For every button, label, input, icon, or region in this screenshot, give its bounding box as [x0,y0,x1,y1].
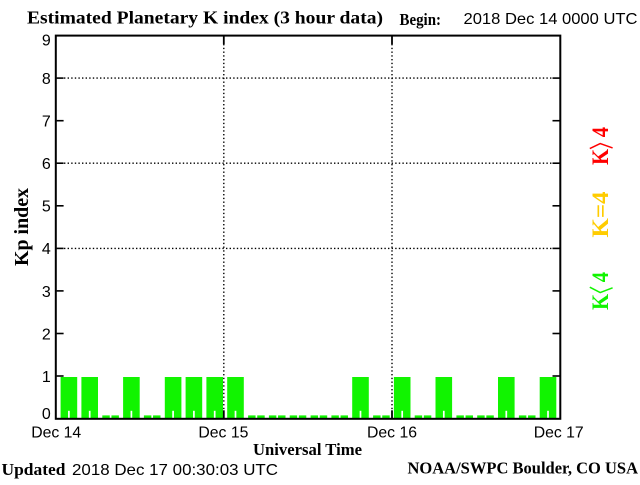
svg-text:K<4: K<4 [588,272,613,310]
svg-text:Dec 17: Dec 17 [534,425,584,442]
svg-text:8: 8 [42,71,51,88]
svg-text:5: 5 [42,199,51,216]
svg-text:Universal Time: Universal Time [253,440,362,459]
svg-text:Begin:: Begin: [400,10,442,29]
svg-text:Dec 15: Dec 15 [198,425,248,442]
svg-text:K=4: K=4 [588,191,613,238]
svg-text:2: 2 [42,326,51,343]
svg-text:9: 9 [42,32,51,49]
svg-text:K>4: K>4 [588,127,613,165]
svg-text:Dec 14: Dec 14 [31,425,81,442]
svg-text:1: 1 [42,369,51,386]
svg-text:3: 3 [42,284,51,301]
svg-text:NOAA/SWPC Boulder, CO USA: NOAA/SWPC Boulder, CO USA [408,458,639,477]
svg-text:Kp index: Kp index [11,188,33,266]
svg-text:Dec 16: Dec 16 [367,425,417,442]
svg-text:0: 0 [42,406,51,423]
svg-text:6: 6 [42,156,51,173]
svg-text:4: 4 [42,241,51,258]
svg-text:Estimated Planetary K index (3: Estimated Planetary K index (3 hour data… [27,8,383,29]
svg-text:2018 Dec 17 00:30:03 UTC: 2018 Dec 17 00:30:03 UTC [72,462,278,479]
svg-text:Updated: Updated [2,460,67,479]
svg-text:2018 Dec 14 0000 UTC: 2018 Dec 14 0000 UTC [464,11,638,28]
svg-text:7: 7 [42,114,51,131]
